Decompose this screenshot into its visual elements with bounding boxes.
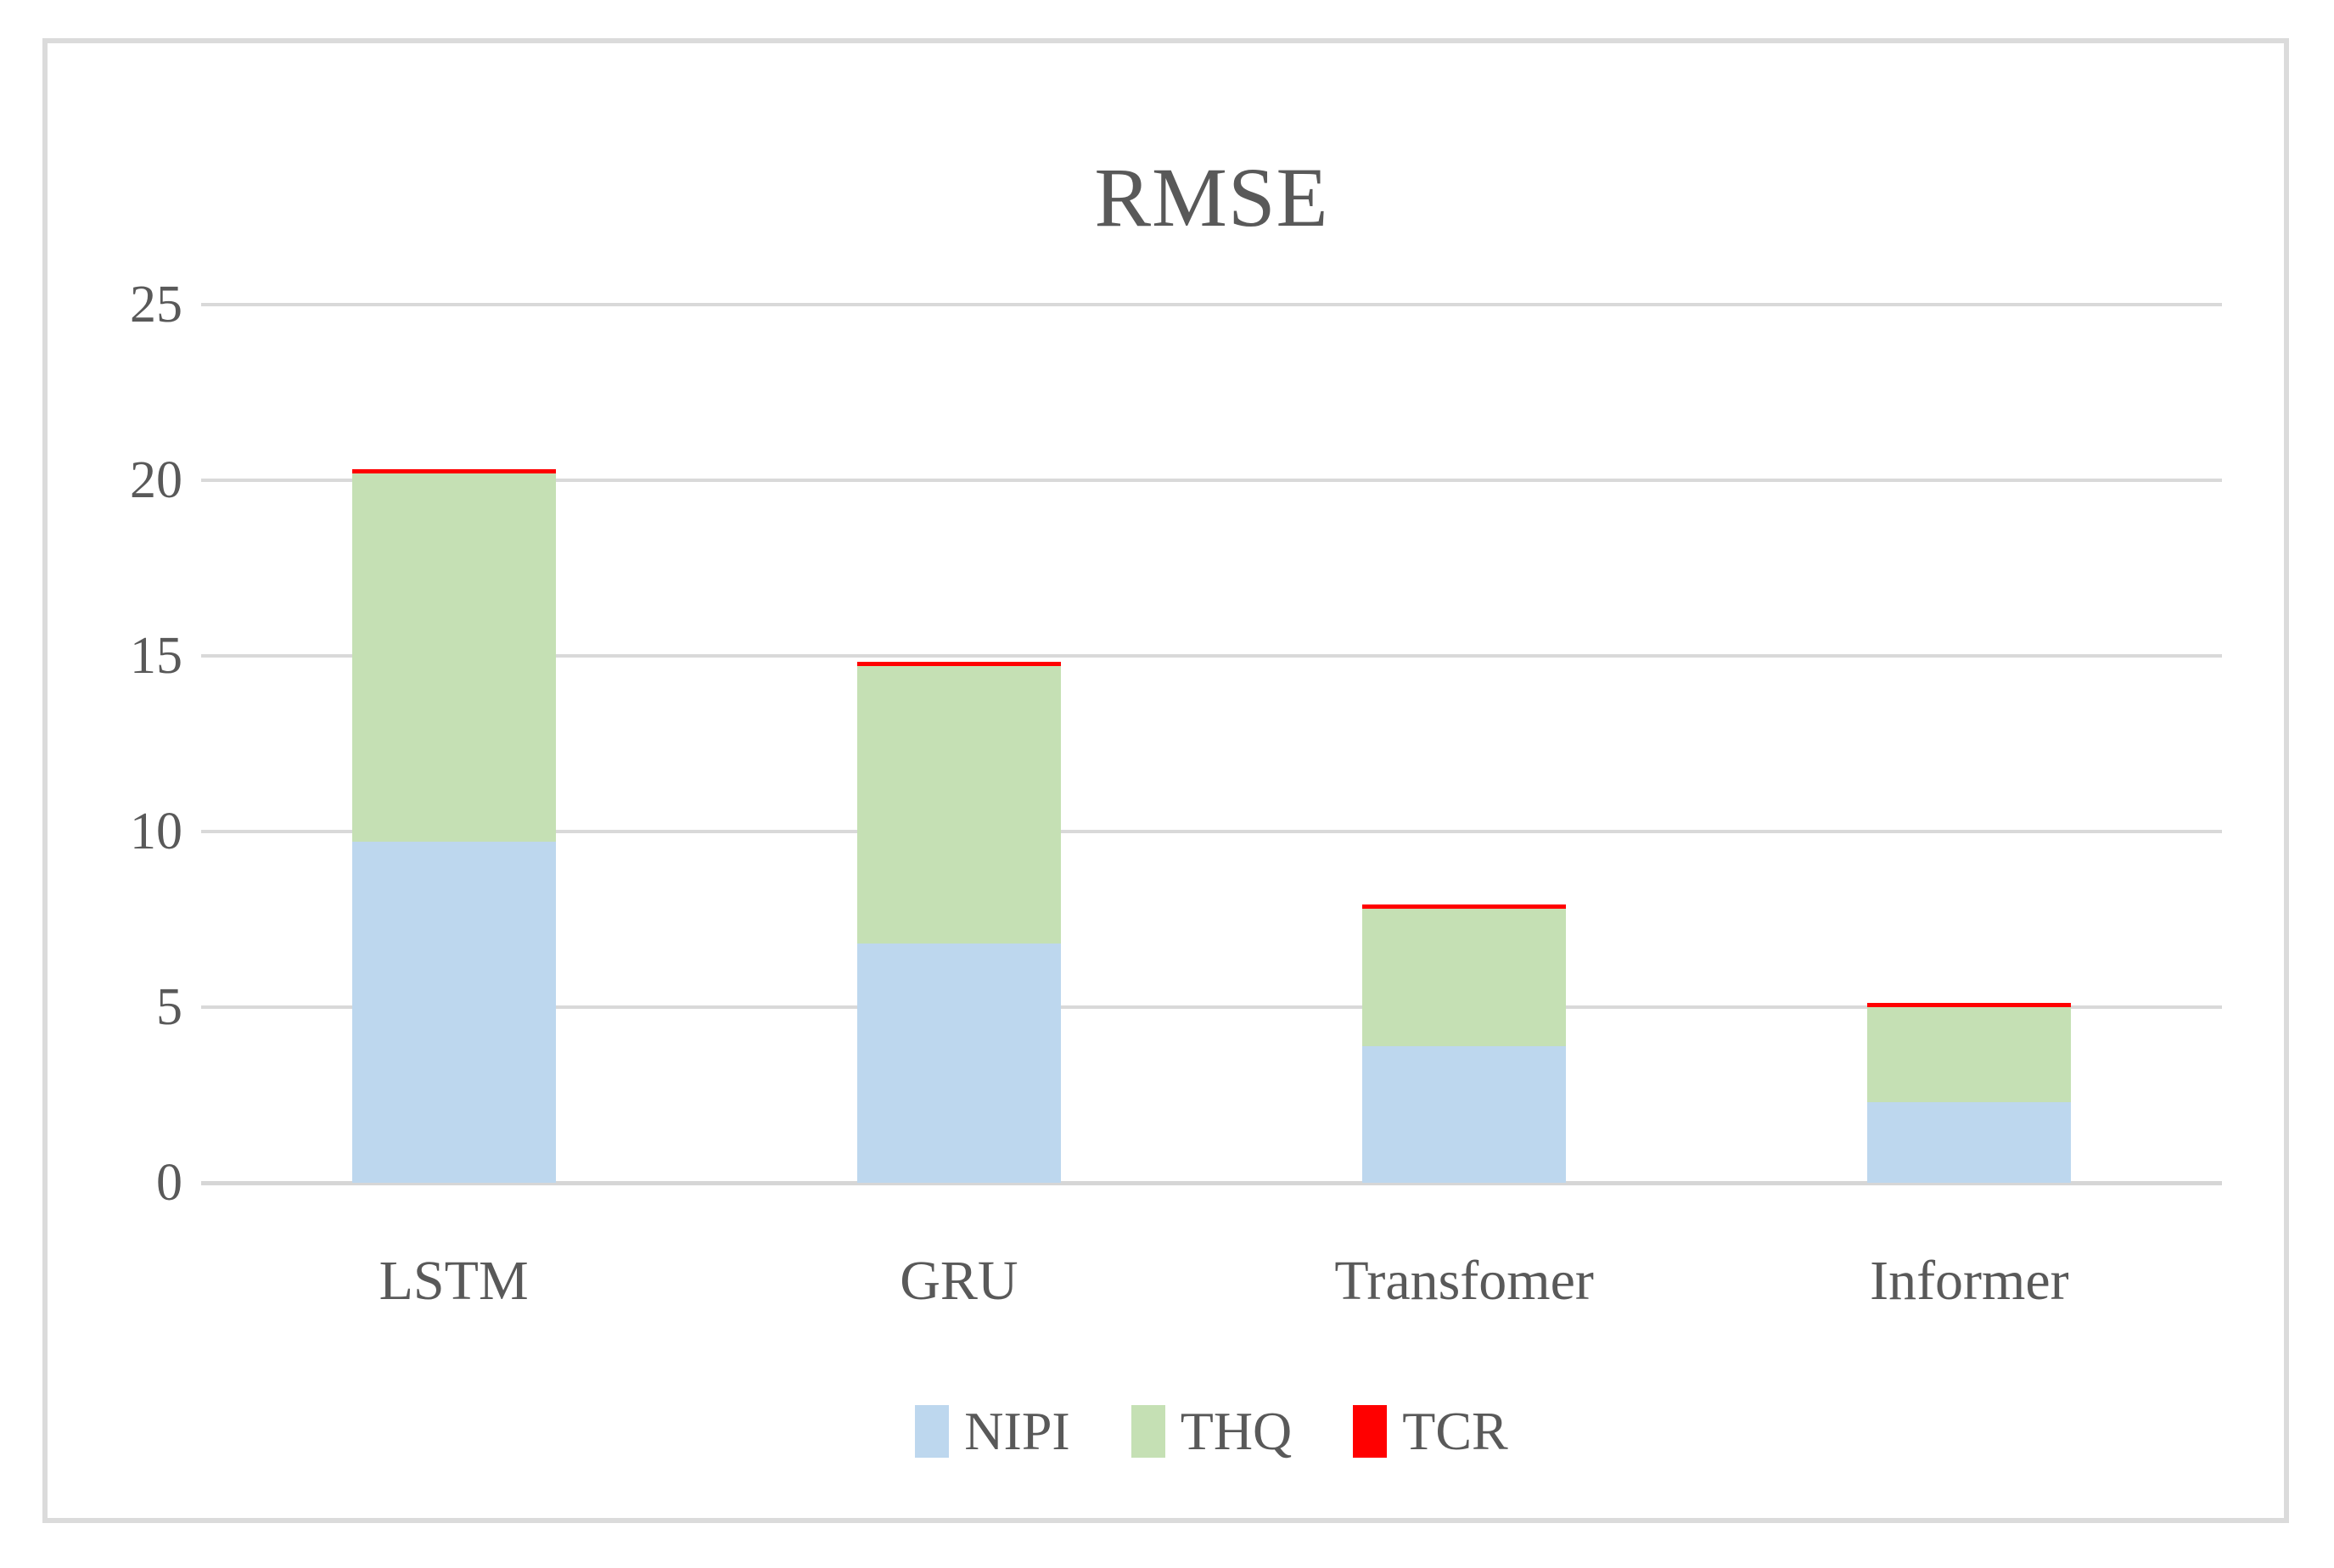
bar-segment-thq-transfomer [1362,909,1567,1046]
x-axis-line [201,1181,2222,1185]
legend-label: THQ [1180,1401,1293,1461]
bar-segment-tcr-transfomer [1362,904,1567,910]
y-tick-label: 5 [156,978,182,1036]
legend-item-nipi: NIPI [915,1401,1070,1461]
x-category-label: GRU [900,1250,1018,1312]
bar-segment-nipi-informer [1867,1101,2072,1183]
legend-swatch-nipi [915,1405,950,1458]
bar-segment-tcr-lstm [351,468,556,473]
x-category-label: Transfomer [1334,1250,1594,1312]
bar-segment-tcr-informer [1867,1003,2072,1007]
gridline [201,303,2222,306]
bar-segment-thq-lstm [351,473,556,843]
bar-segment-nipi-gru [856,944,1061,1183]
bar-segment-nipi-transfomer [1362,1045,1567,1183]
bar-segment-tcr-gru [856,662,1061,667]
plot-area [201,303,2222,1185]
x-category-label: LSTM [379,1250,529,1312]
x-category-label: Informer [1870,1250,2069,1312]
bar-segment-thq-informer [1867,1007,2072,1102]
bar-segment-nipi-lstm [351,842,556,1183]
y-tick-label: 15 [130,627,182,685]
chart-title: RMSE [1094,150,1329,244]
y-tick-label: 20 [130,451,182,509]
gridline [201,654,2222,658]
legend-label: TCR [1402,1401,1508,1461]
legend: NIPI THQ TCR [201,1402,2222,1461]
gridline [201,830,2222,833]
legend-swatch-thq [1131,1405,1165,1458]
y-tick-label: 10 [130,803,182,860]
bar-segment-thq-gru [856,666,1061,944]
y-tick-label: 0 [156,1154,182,1212]
legend-swatch-tcr [1353,1405,1388,1458]
gridline [201,479,2222,482]
legend-item-tcr: TCR [1353,1401,1508,1461]
gridline [201,1005,2222,1009]
legend-label: NIPI [964,1401,1070,1461]
y-tick-label: 25 [130,276,182,333]
legend-item-thq: THQ [1131,1401,1293,1461]
